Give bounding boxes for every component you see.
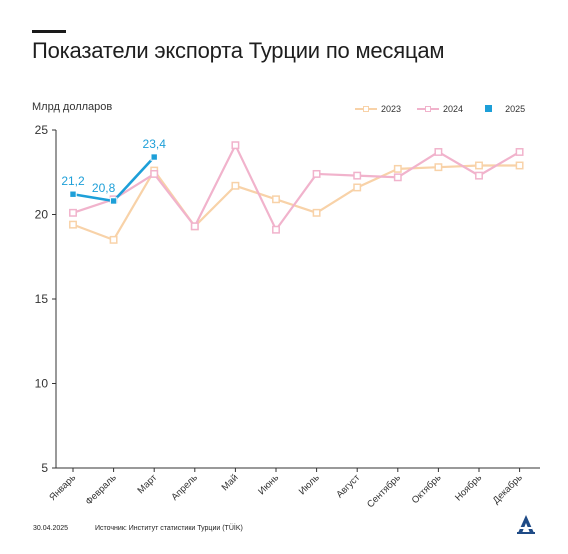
point-2024 [231,141,240,150]
data-label-2025: 20,8 [92,181,116,195]
point-2024 [69,208,77,217]
point-2024 [190,222,199,231]
series-line-2023 [72,164,520,241]
x-tick-label: Февраль [84,472,119,507]
point-2023 [393,164,402,173]
x-tick-label: Декабрь [491,472,525,506]
point-2024 [393,173,402,182]
legend-label-2024: 2024 [443,104,464,114]
y-tick-label: 25 [35,123,49,137]
x-tick-label: Август [334,472,362,500]
legend-swatch-2024 [417,105,440,113]
point-2023 [231,181,240,190]
legend-label-2025: 2025 [505,104,526,114]
legend-swatch-2023 [355,105,377,113]
x-tick-label: Июль [297,472,322,497]
legend-item-2024: 2024 [417,104,463,114]
point-2023 [312,208,321,217]
y-tick-label: 20 [35,208,49,222]
y-tick-label: 10 [35,377,49,391]
aa-logo-icon [517,515,535,534]
point-2024 [272,225,280,234]
point-2023 [69,220,77,229]
data-label-2025: 21,2 [61,174,85,188]
point-2024 [515,148,524,156]
point-2023 [353,183,362,192]
x-tick-label: Январь [47,472,78,503]
point-2023 [109,235,118,244]
title-accent-bar [32,30,66,33]
x-tick-label: Сентябрь [365,472,403,510]
point-2023 [434,163,443,172]
y-tick-label: 5 [41,461,48,475]
point-2023 [515,161,524,170]
chart-title: Показатели экспорта Турции по месяцам [32,38,445,63]
x-tick-label: Октябрь [410,472,444,506]
legend-item-2023: 2023 [355,104,401,114]
point-2023 [272,195,280,204]
y-axis-label: Млрд долларов [32,101,113,113]
legend-item-2025: 2025 [479,104,525,114]
series-line-2024 [72,144,521,231]
footer-source: Источник: Институт статистики Турции (TÜ… [95,525,243,532]
footer-date: 30.04.2025 [33,525,69,532]
x-tick-label: Май [220,472,241,493]
x-tick-label: Ноябрь [453,472,484,503]
point-2024 [434,148,443,156]
legend-swatch-2025 [479,105,501,113]
x-tick-label: Март [135,472,159,496]
point-2025 [109,197,118,205]
point-2023 [475,161,483,170]
y-tick-label: 15 [35,292,49,306]
x-tick-label: Июнь [256,472,281,497]
legend: 2023 2024 2025 [355,104,525,114]
point-2025 [69,190,77,198]
legend-label-2023: 2023 [381,104,402,114]
point-2024 [475,171,483,180]
point-2024 [353,171,362,180]
point-2024 [312,169,321,178]
data-label-2025: 23,4 [143,137,167,151]
point-2024 [150,169,159,178]
point-2025 [150,153,158,161]
x-tick-label: Апрель [169,472,200,503]
